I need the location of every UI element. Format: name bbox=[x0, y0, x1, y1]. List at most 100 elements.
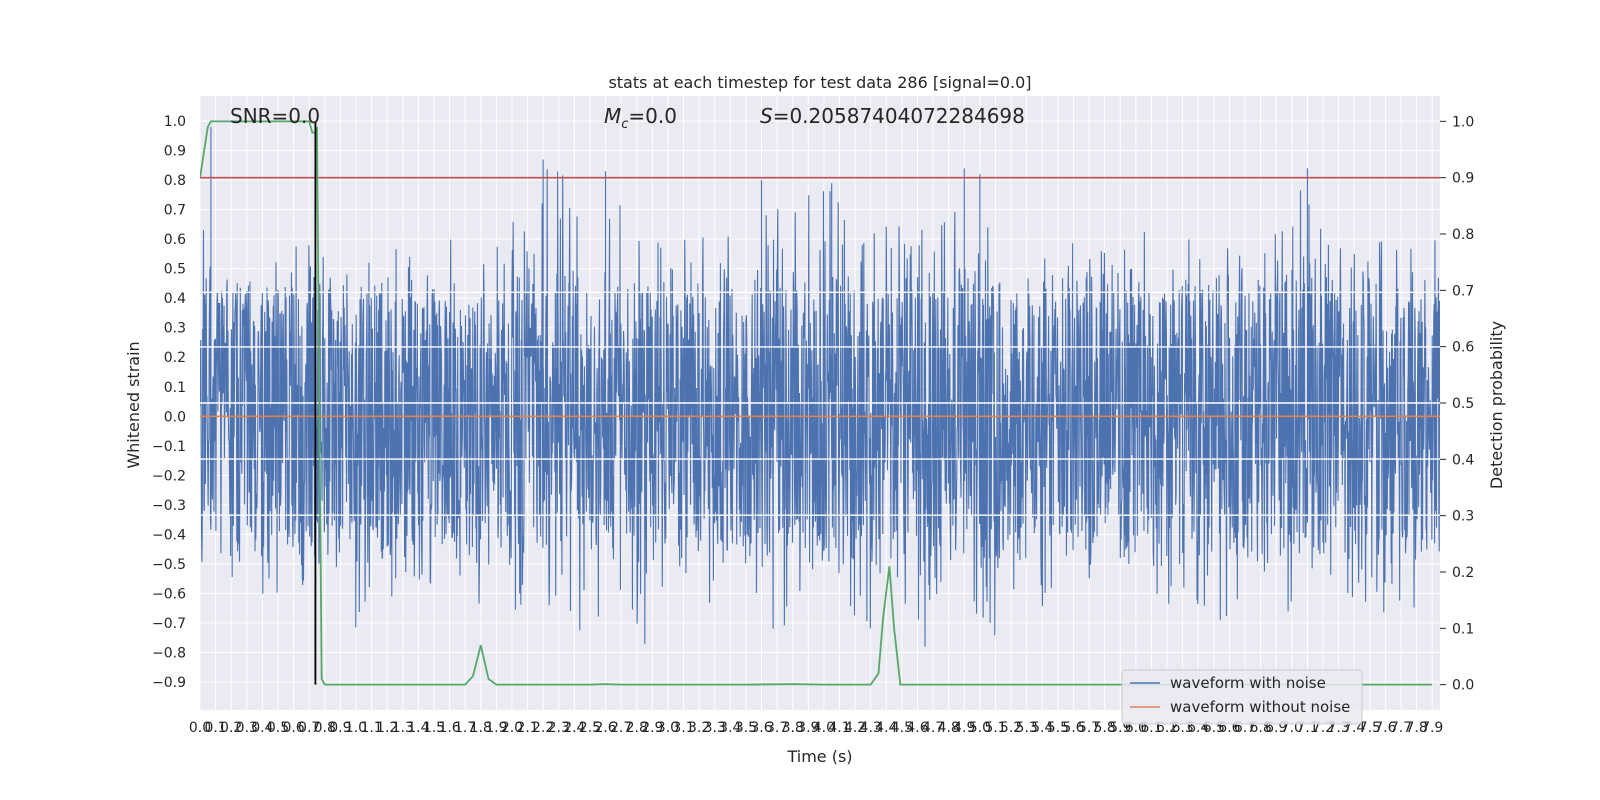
x-tick-label: 5.6 bbox=[1062, 720, 1084, 736]
left-y-tick-label: −0.8 bbox=[152, 645, 186, 661]
left-y-tick-label: −0.5 bbox=[152, 557, 186, 573]
s-value: =0.20587404072284698 bbox=[773, 104, 1025, 128]
legend-label-without-noise: waveform without noise bbox=[1170, 698, 1350, 716]
x-tick-label: 7.9 bbox=[1421, 720, 1443, 736]
x-tick-label: 2.1 bbox=[516, 720, 538, 736]
legend-box bbox=[1121, 669, 1363, 725]
x-tick-label: 3.7 bbox=[766, 720, 788, 736]
left-y-tick-label: −0.4 bbox=[152, 527, 186, 543]
x-tick-label: 5.3 bbox=[1016, 720, 1038, 736]
x-tick-label: 1.9 bbox=[485, 720, 507, 736]
x-tick-label: 1.5 bbox=[423, 720, 445, 736]
left-y-tick-label: 0.6 bbox=[164, 232, 186, 248]
legend: waveform with noise waveform without noi… bbox=[1121, 669, 1363, 725]
x-tick-label: 3.0 bbox=[657, 720, 679, 736]
left-y-tick-label: −0.2 bbox=[152, 468, 186, 484]
left-y-tick-label: −0.9 bbox=[152, 675, 186, 691]
x-tick-label: 5.0 bbox=[969, 720, 991, 736]
x-tick-label: 4.5 bbox=[891, 720, 913, 736]
right-y-tick-label: 0.2 bbox=[1452, 565, 1474, 581]
x-axis-label: Time (s) bbox=[786, 747, 852, 766]
x-tick-label: 7.8 bbox=[1405, 720, 1427, 736]
x-tick-label: 1.0 bbox=[345, 720, 367, 736]
x-tick-label: 2.9 bbox=[641, 720, 663, 736]
x-tick-label: 4.3 bbox=[860, 720, 882, 736]
x-tick-label: 0.4 bbox=[251, 720, 273, 736]
mc-subscript: c bbox=[621, 117, 628, 132]
right-y-tick-label: 0.1 bbox=[1452, 621, 1474, 637]
series-detection-probability bbox=[200, 120, 1433, 686]
x-tick-label: 1.2 bbox=[376, 720, 398, 736]
left-y-tick-label: 0.7 bbox=[164, 203, 186, 219]
right-y-tick-label: 0.8 bbox=[1452, 227, 1474, 243]
left-y-tick-label: −0.3 bbox=[152, 498, 186, 514]
left-y-tick-label: 0.4 bbox=[164, 291, 186, 307]
x-tick-label: 1.6 bbox=[438, 720, 460, 736]
x-tick-label: 0.3 bbox=[236, 720, 258, 736]
x-tick-label: 5.2 bbox=[1000, 720, 1022, 736]
s-annotation: S=0.20587404072284698 bbox=[760, 104, 1025, 128]
x-tick-label: 4.7 bbox=[922, 720, 944, 736]
x-tick-label: 1.4 bbox=[407, 720, 429, 736]
left-y-tick-label: 1.0 bbox=[164, 114, 186, 130]
x-tick-label: 3.8 bbox=[782, 720, 804, 736]
x-tick-label: 3.2 bbox=[688, 720, 710, 736]
noise-white-bands bbox=[200, 291, 1440, 516]
mc-value: =0.0 bbox=[628, 104, 677, 128]
x-tick-label: 2.7 bbox=[610, 720, 632, 736]
x-tick-label: 2.8 bbox=[626, 720, 648, 736]
x-tick-label: 0.8 bbox=[314, 720, 336, 736]
left-y-tick-label: 0.3 bbox=[164, 321, 186, 337]
x-tick-label: 5.8 bbox=[1094, 720, 1116, 736]
right-y-tick-label: 0.6 bbox=[1452, 340, 1474, 356]
s-symbol: S bbox=[760, 104, 773, 128]
x-tick-label: 4.1 bbox=[828, 720, 850, 736]
legend-label-with-noise: waveform with noise bbox=[1170, 674, 1326, 692]
x-tick-label: 4.2 bbox=[844, 720, 866, 736]
x-tick-label: 3.3 bbox=[704, 720, 726, 736]
left-y-tick-labels: −0.9 −0.8 −0.7 −0.6 −0.5 −0.4 −0.3 −0.2 −0.1 0.0 0… bbox=[152, 114, 186, 691]
x-tick-label: 0.6 bbox=[282, 720, 304, 736]
x-tick-label: 3.4 bbox=[719, 720, 741, 736]
right-y-tick-label: 0.0 bbox=[1452, 678, 1474, 694]
x-tick-label: 1.8 bbox=[470, 720, 492, 736]
right-y-tick-label: 0.3 bbox=[1452, 509, 1474, 525]
x-tick-label: 1.1 bbox=[360, 720, 382, 736]
left-y-tick-label: −0.7 bbox=[152, 616, 186, 632]
left-y-tick-label: 0.2 bbox=[164, 350, 186, 366]
x-tick-label: 5.5 bbox=[1047, 720, 1069, 736]
right-y-tick-label: 0.5 bbox=[1452, 396, 1474, 412]
x-tick-label: 1.3 bbox=[392, 720, 414, 736]
chart-title: stats at each timestep for test data 286… bbox=[608, 73, 1031, 92]
x-tick-label: 2.6 bbox=[594, 720, 616, 736]
x-tick-label: 0.2 bbox=[220, 720, 242, 736]
right-y-tick-labels: 0.0 0.1 0.2 0.3 0.4 0.5 0.6 0.7 0.8 0.9 1.0 bbox=[1440, 114, 1474, 694]
x-tick-label: 3.9 bbox=[797, 720, 819, 736]
x-tick-label: 0.9 bbox=[329, 720, 351, 736]
mc-symbol: M bbox=[604, 104, 621, 128]
left-y-tick-label: 0.0 bbox=[164, 409, 186, 425]
x-tick-label: 5.4 bbox=[1031, 720, 1053, 736]
right-y-axis-label: Detection probability bbox=[1487, 321, 1506, 489]
x-tick-label: 2.4 bbox=[563, 720, 585, 736]
left-y-tick-label: −0.1 bbox=[152, 439, 186, 455]
x-tick-label: 1.7 bbox=[454, 720, 476, 736]
x-tick-label: 0.7 bbox=[298, 720, 320, 736]
x-tick-label: 5.7 bbox=[1078, 720, 1100, 736]
x-tick-label: 4.9 bbox=[953, 720, 975, 736]
left-y-tick-label: 0.1 bbox=[164, 380, 186, 396]
x-tick-label: 4.4 bbox=[875, 720, 897, 736]
x-tick-label: 2.0 bbox=[501, 720, 523, 736]
x-tick-label: 2.2 bbox=[532, 720, 554, 736]
right-y-tick-label: 0.7 bbox=[1452, 283, 1474, 299]
left-y-axis-label: Whitened strain bbox=[124, 341, 143, 468]
right-y-tick-label: 1.0 bbox=[1452, 114, 1474, 130]
x-tick-label: 7.5 bbox=[1359, 720, 1381, 736]
x-tick-label: 7.7 bbox=[1390, 720, 1412, 736]
left-y-tick-label: −0.6 bbox=[152, 586, 186, 602]
left-y-tick-label: 0.9 bbox=[164, 144, 186, 160]
x-tick-label: 0.0 bbox=[189, 720, 211, 736]
left-y-tick-label: 0.8 bbox=[164, 173, 186, 189]
right-y-tick-label: 0.4 bbox=[1452, 452, 1474, 468]
